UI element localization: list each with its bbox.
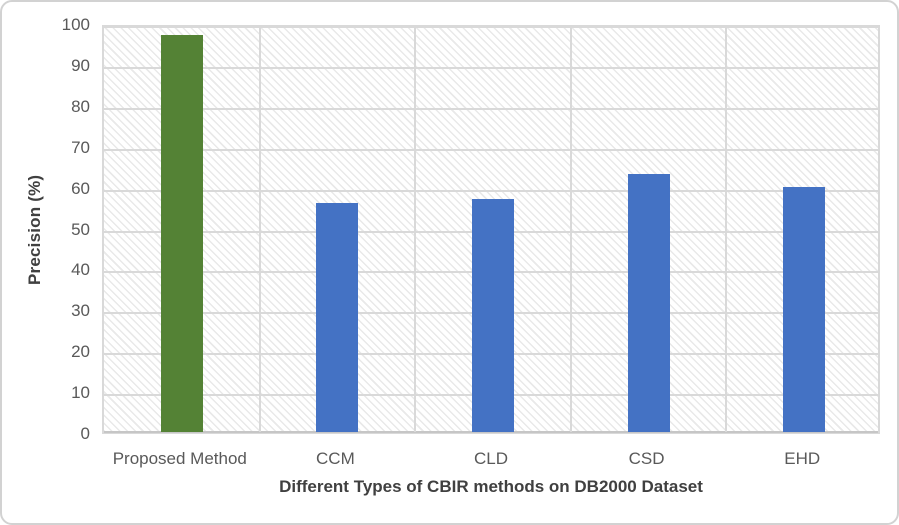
gridline-y-60 — [104, 189, 878, 192]
y-tick-label-90: 90 — [71, 55, 90, 75]
y-tick-label-80: 80 — [71, 96, 90, 116]
gridline-x-boundary-3 — [569, 27, 572, 432]
gridline-y-70 — [104, 148, 878, 151]
y-tick-label-10: 10 — [71, 383, 90, 403]
bar-ccm — [316, 202, 359, 432]
gridline-y-80 — [104, 107, 878, 110]
gridline-x-boundary-4 — [725, 27, 728, 432]
x-axis-line — [104, 431, 878, 433]
y-tick-label-0: 0 — [80, 424, 90, 443]
x-category-label-ehd: EHD — [784, 449, 821, 468]
gridline-y-90 — [104, 66, 878, 69]
x-category-label-csd: CSD — [628, 449, 665, 468]
x-axis-title: Different Types of CBIR methods on DB200… — [279, 477, 703, 496]
y-axis-tick-labels: 0 10 20 30 40 50 60 70 80 90 100 — [2, 15, 90, 443]
bar-proposed-method — [160, 35, 203, 432]
gridline-x-boundary-1 — [258, 27, 261, 432]
y-tick-label-30: 30 — [71, 301, 90, 321]
x-axis-category-labels: Proposed Method CCM CLD CSD EHD — [102, 448, 880, 470]
y-tick-label-100: 100 — [61, 15, 90, 34]
bar-csd — [627, 174, 670, 432]
x-category-label-ccm: CCM — [316, 449, 355, 468]
bar-ehd — [783, 186, 826, 432]
plot-area — [102, 25, 880, 434]
x-category-label-cld: CLD — [473, 449, 508, 468]
bar-cld — [472, 198, 514, 432]
y-tick-label-60: 60 — [71, 178, 90, 198]
y-tick-label-20: 20 — [71, 342, 90, 362]
y-tick-label-40: 40 — [71, 260, 90, 280]
y-tick-label-70: 70 — [71, 137, 90, 157]
gridline-x-boundary-2 — [414, 27, 417, 432]
x-category-label-proposed-method: Proposed Method — [112, 449, 247, 468]
y-tick-label-50: 50 — [71, 219, 90, 239]
gridline-y-100 — [104, 26, 878, 28]
